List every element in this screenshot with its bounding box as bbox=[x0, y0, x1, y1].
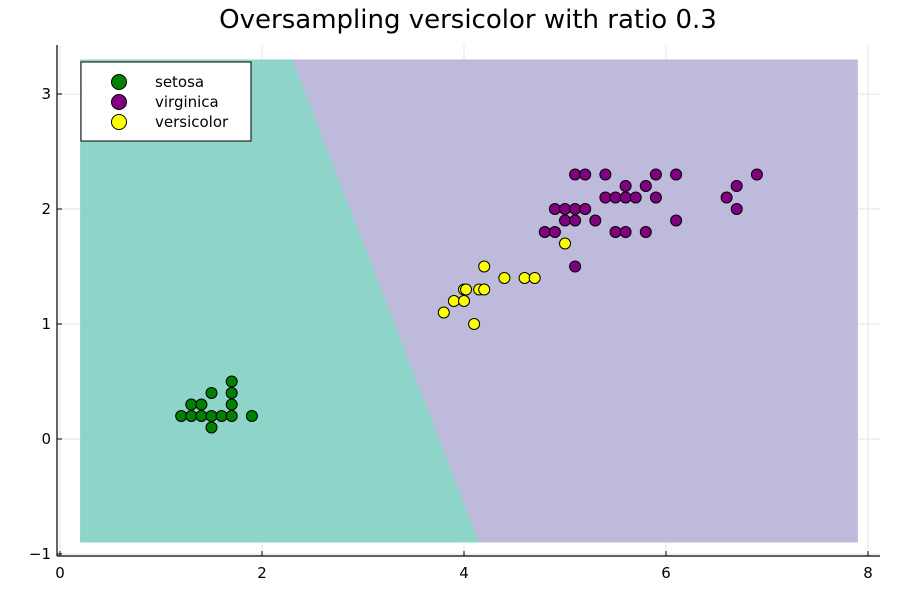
legend-label-virginica: virginica bbox=[155, 93, 219, 111]
y-tick-label: 0 bbox=[41, 430, 51, 448]
chart-title: Oversampling versicolor with ratio 0.3 bbox=[219, 5, 717, 35]
setosa-point bbox=[175, 410, 188, 422]
virginica-point bbox=[750, 168, 763, 181]
virginica-point bbox=[589, 214, 602, 227]
virginica-point bbox=[619, 191, 632, 204]
versicolor-point bbox=[458, 295, 470, 307]
virginica-point bbox=[569, 260, 582, 273]
setosa-point bbox=[215, 410, 228, 422]
virginica-point bbox=[720, 191, 733, 204]
virginica-point bbox=[649, 191, 662, 204]
virginica-point bbox=[559, 214, 571, 227]
x-tick-label: 6 bbox=[661, 564, 671, 582]
legend-marker-setosa bbox=[111, 74, 127, 90]
legend-label-setosa: setosa bbox=[155, 73, 204, 91]
virginica-point bbox=[609, 191, 622, 204]
y-tick-label: −1 bbox=[29, 545, 51, 563]
versicolor-point bbox=[498, 272, 511, 284]
legend: setosa virginica versicolor bbox=[80, 61, 252, 142]
versicolor-point bbox=[518, 272, 531, 284]
virginica-point bbox=[599, 191, 612, 204]
versicolor-point bbox=[447, 295, 460, 307]
versicolor-point bbox=[468, 318, 481, 330]
x-tick-label: 0 bbox=[55, 564, 65, 582]
virginica-point bbox=[619, 180, 632, 192]
x-tick-label: 2 bbox=[257, 564, 267, 582]
virginica-point bbox=[730, 203, 743, 215]
legend-box bbox=[80, 61, 252, 142]
y-tick-label: 2 bbox=[41, 200, 51, 218]
y-tick-label: 3 bbox=[41, 85, 51, 103]
x-tick-label: 4 bbox=[459, 564, 469, 582]
setosa-point bbox=[225, 398, 238, 411]
setosa-point bbox=[205, 421, 218, 434]
virginica-point bbox=[639, 226, 652, 238]
legend-marker-versicolor bbox=[111, 114, 127, 130]
virginica-point bbox=[619, 226, 632, 238]
versicolor-point bbox=[559, 237, 571, 250]
setosa-point bbox=[225, 387, 238, 399]
setosa-point bbox=[245, 410, 258, 422]
virginica-point bbox=[670, 168, 683, 181]
virginica-point bbox=[599, 168, 612, 181]
virginica-point bbox=[569, 214, 582, 227]
x-tick-label: 8 bbox=[863, 564, 873, 582]
virginica-point bbox=[629, 191, 642, 204]
virginica-point bbox=[579, 203, 592, 215]
y-tick-label: 1 bbox=[41, 315, 51, 333]
setosa-point bbox=[185, 398, 198, 411]
virginica-point bbox=[579, 168, 592, 181]
setosa-point bbox=[205, 410, 218, 422]
versicolor-point bbox=[437, 306, 450, 319]
versicolor-point bbox=[478, 283, 491, 296]
virginica-point bbox=[639, 180, 652, 192]
data-points bbox=[175, 168, 763, 434]
legend-label-versicolor: versicolor bbox=[155, 113, 229, 131]
setosa-point bbox=[225, 410, 238, 422]
virginica-point bbox=[569, 203, 582, 215]
virginica-point bbox=[548, 203, 561, 215]
legend-marker-virginica bbox=[111, 94, 127, 110]
virginica-point bbox=[730, 180, 743, 192]
setosa-point bbox=[195, 410, 208, 422]
virginica-point bbox=[569, 168, 582, 181]
versicolor-point bbox=[528, 272, 541, 284]
virginica-point bbox=[609, 226, 622, 238]
setosa-point bbox=[195, 398, 208, 411]
virginica-point bbox=[670, 214, 683, 227]
virginica-point bbox=[548, 226, 561, 238]
virginica-point bbox=[559, 203, 571, 215]
versicolor-point bbox=[478, 260, 491, 273]
virginica-point bbox=[538, 226, 551, 238]
setosa-point bbox=[205, 387, 218, 399]
virginica-point bbox=[649, 168, 662, 181]
setosa-point bbox=[225, 375, 238, 388]
setosa-point bbox=[185, 410, 198, 422]
versicolor-point bbox=[460, 283, 473, 296]
